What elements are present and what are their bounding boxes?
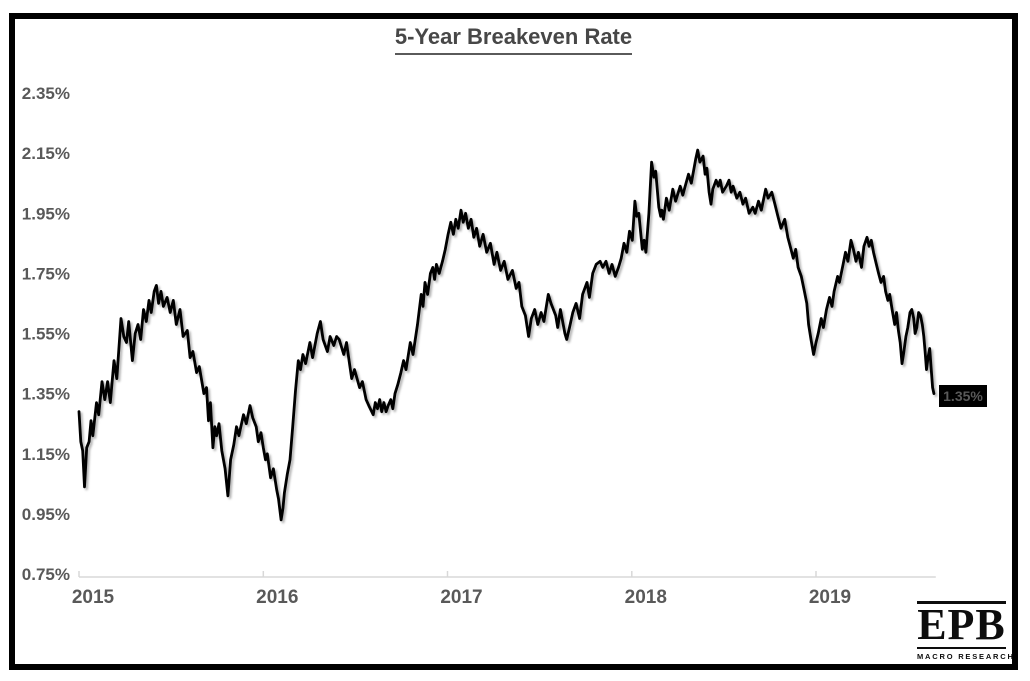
- chart-title: 5-Year Breakeven Rate: [9, 24, 1018, 55]
- y-tick-label: 0.95%: [22, 505, 70, 524]
- y-tick-label: 0.75%: [22, 565, 70, 584]
- y-tick-label: 1.35%: [22, 385, 70, 404]
- y-tick-label: 1.75%: [22, 264, 70, 283]
- end-value-label: 1.35%: [939, 385, 987, 407]
- logo-bottom-rule: [917, 647, 1006, 649]
- y-tick-label: 2.35%: [22, 84, 70, 103]
- series-line: [77, 148, 936, 522]
- chart-title-text: 5-Year Breakeven Rate: [394, 24, 633, 55]
- y-tick-label: 1.55%: [22, 325, 70, 344]
- x-tick-label: 2019: [809, 587, 851, 608]
- logo-subtext: MACRO RESEARCH: [917, 652, 1015, 661]
- logo-wordmark: EPB: [917, 600, 1006, 649]
- x-tick-label: 2016: [256, 587, 298, 608]
- y-tick-label: 1.95%: [22, 204, 70, 223]
- y-tick-label: 2.15%: [22, 144, 70, 163]
- end-value-label-text: 1.35%: [943, 388, 983, 404]
- x-tick-label: 2017: [440, 587, 482, 608]
- y-tick-label: 1.15%: [22, 445, 70, 464]
- logo-top-rule: [917, 601, 1006, 604]
- series-line-group: [77, 148, 936, 522]
- x-axis: 2015 2016 2017 2018 2019: [72, 571, 936, 608]
- y-axis-labels: 2.35% 2.15% 1.95% 1.75% 1.55% 1.35% 1.15% 0.95%…: [22, 84, 70, 584]
- x-tick-label: 2015: [72, 587, 115, 608]
- x-tick-label: 2018: [625, 587, 667, 608]
- epb-logo: EPB MACRO RESEARCH: [917, 600, 1015, 661]
- end-value-label-bg: [939, 385, 987, 407]
